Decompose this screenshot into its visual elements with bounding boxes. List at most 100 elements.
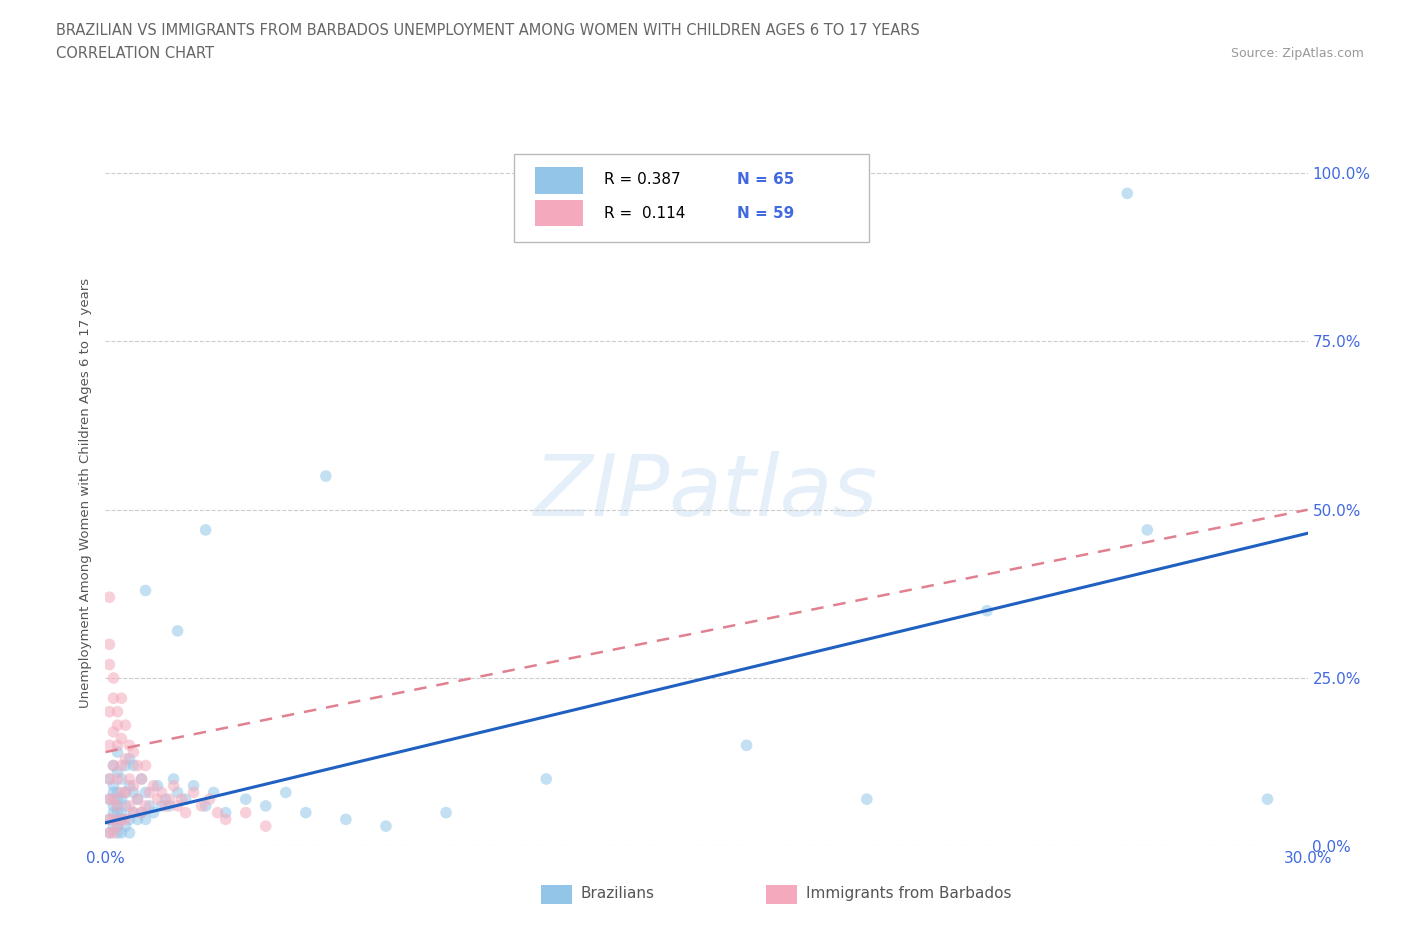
Point bbox=[315, 469, 337, 484]
Point bbox=[534, 772, 557, 787]
Point bbox=[159, 799, 181, 814]
Point bbox=[114, 718, 136, 733]
Point bbox=[159, 791, 181, 806]
Point bbox=[110, 812, 132, 827]
Point bbox=[103, 805, 125, 820]
Point bbox=[214, 812, 236, 827]
Point bbox=[110, 812, 132, 827]
Point bbox=[114, 751, 136, 766]
Text: ZIPatlas: ZIPatlas bbox=[534, 451, 879, 535]
Text: Source: ZipAtlas.com: Source: ZipAtlas.com bbox=[1230, 46, 1364, 60]
Point bbox=[107, 826, 129, 841]
Point bbox=[118, 826, 141, 841]
Point bbox=[118, 737, 141, 752]
Point bbox=[1116, 186, 1139, 201]
Point bbox=[170, 791, 193, 806]
Point bbox=[98, 772, 121, 787]
Point bbox=[138, 799, 160, 814]
Point bbox=[142, 805, 165, 820]
Point bbox=[114, 812, 136, 827]
Bar bbox=[534, 200, 582, 226]
Point bbox=[146, 791, 169, 806]
Point bbox=[135, 583, 157, 598]
Point bbox=[114, 758, 136, 773]
Y-axis label: Unemployment Among Women with Children Ages 6 to 17 years: Unemployment Among Women with Children A… bbox=[79, 278, 93, 708]
Point bbox=[138, 785, 160, 800]
Point bbox=[110, 772, 132, 787]
Point bbox=[110, 785, 132, 800]
Point bbox=[166, 785, 188, 800]
Point bbox=[110, 791, 132, 806]
Point bbox=[98, 704, 121, 719]
Point bbox=[235, 791, 257, 806]
Point bbox=[98, 590, 121, 604]
Point bbox=[98, 791, 121, 806]
Point bbox=[107, 718, 129, 733]
Point bbox=[107, 812, 129, 827]
Point bbox=[107, 805, 129, 820]
Point bbox=[127, 791, 149, 806]
Point bbox=[110, 691, 132, 706]
Point bbox=[166, 623, 188, 638]
Point bbox=[254, 818, 277, 833]
Point bbox=[155, 799, 177, 814]
Point bbox=[174, 791, 197, 806]
Point bbox=[190, 799, 212, 814]
Point bbox=[207, 805, 229, 820]
Point bbox=[107, 737, 129, 752]
Point bbox=[114, 785, 136, 800]
Point bbox=[103, 758, 125, 773]
Text: BRAZILIAN VS IMMIGRANTS FROM BARBADOS UNEMPLOYMENT AMONG WOMEN WITH CHILDREN AGE: BRAZILIAN VS IMMIGRANTS FROM BARBADOS UN… bbox=[56, 23, 920, 38]
Point bbox=[103, 778, 125, 793]
Point bbox=[202, 785, 225, 800]
Point bbox=[103, 826, 125, 841]
Point bbox=[118, 751, 141, 766]
Point bbox=[127, 812, 149, 827]
Point bbox=[162, 778, 184, 793]
Point bbox=[735, 737, 758, 752]
Point bbox=[118, 799, 141, 814]
Point bbox=[142, 778, 165, 793]
Point bbox=[98, 772, 121, 787]
Point bbox=[135, 758, 157, 773]
Point bbox=[1136, 523, 1159, 538]
Point bbox=[98, 826, 121, 841]
Point bbox=[107, 791, 129, 806]
Point bbox=[146, 778, 169, 793]
Point bbox=[110, 805, 132, 820]
Point bbox=[98, 637, 121, 652]
Point bbox=[103, 724, 125, 739]
Point bbox=[98, 658, 121, 672]
Point bbox=[131, 772, 153, 787]
Point bbox=[107, 764, 129, 779]
Text: Brazilians: Brazilians bbox=[581, 886, 655, 901]
Point bbox=[122, 758, 145, 773]
Point bbox=[214, 805, 236, 820]
Point bbox=[107, 704, 129, 719]
Point bbox=[122, 745, 145, 760]
Point bbox=[254, 799, 277, 814]
Point bbox=[107, 785, 129, 800]
Point bbox=[114, 799, 136, 814]
Point bbox=[107, 818, 129, 833]
Point bbox=[183, 778, 205, 793]
Point bbox=[118, 812, 141, 827]
Point bbox=[131, 805, 153, 820]
Point bbox=[122, 778, 145, 793]
Point bbox=[855, 791, 877, 806]
Point bbox=[103, 799, 125, 814]
Point bbox=[122, 805, 145, 820]
Point bbox=[114, 818, 136, 833]
Point bbox=[135, 799, 157, 814]
Point bbox=[98, 826, 121, 841]
Point bbox=[127, 791, 149, 806]
Point bbox=[114, 785, 136, 800]
Point bbox=[103, 758, 125, 773]
Text: R = 0.387: R = 0.387 bbox=[605, 172, 681, 187]
Point bbox=[103, 791, 125, 806]
Point bbox=[295, 805, 318, 820]
Point bbox=[127, 758, 149, 773]
Point bbox=[198, 791, 221, 806]
Point bbox=[118, 772, 141, 787]
Point bbox=[110, 731, 132, 746]
